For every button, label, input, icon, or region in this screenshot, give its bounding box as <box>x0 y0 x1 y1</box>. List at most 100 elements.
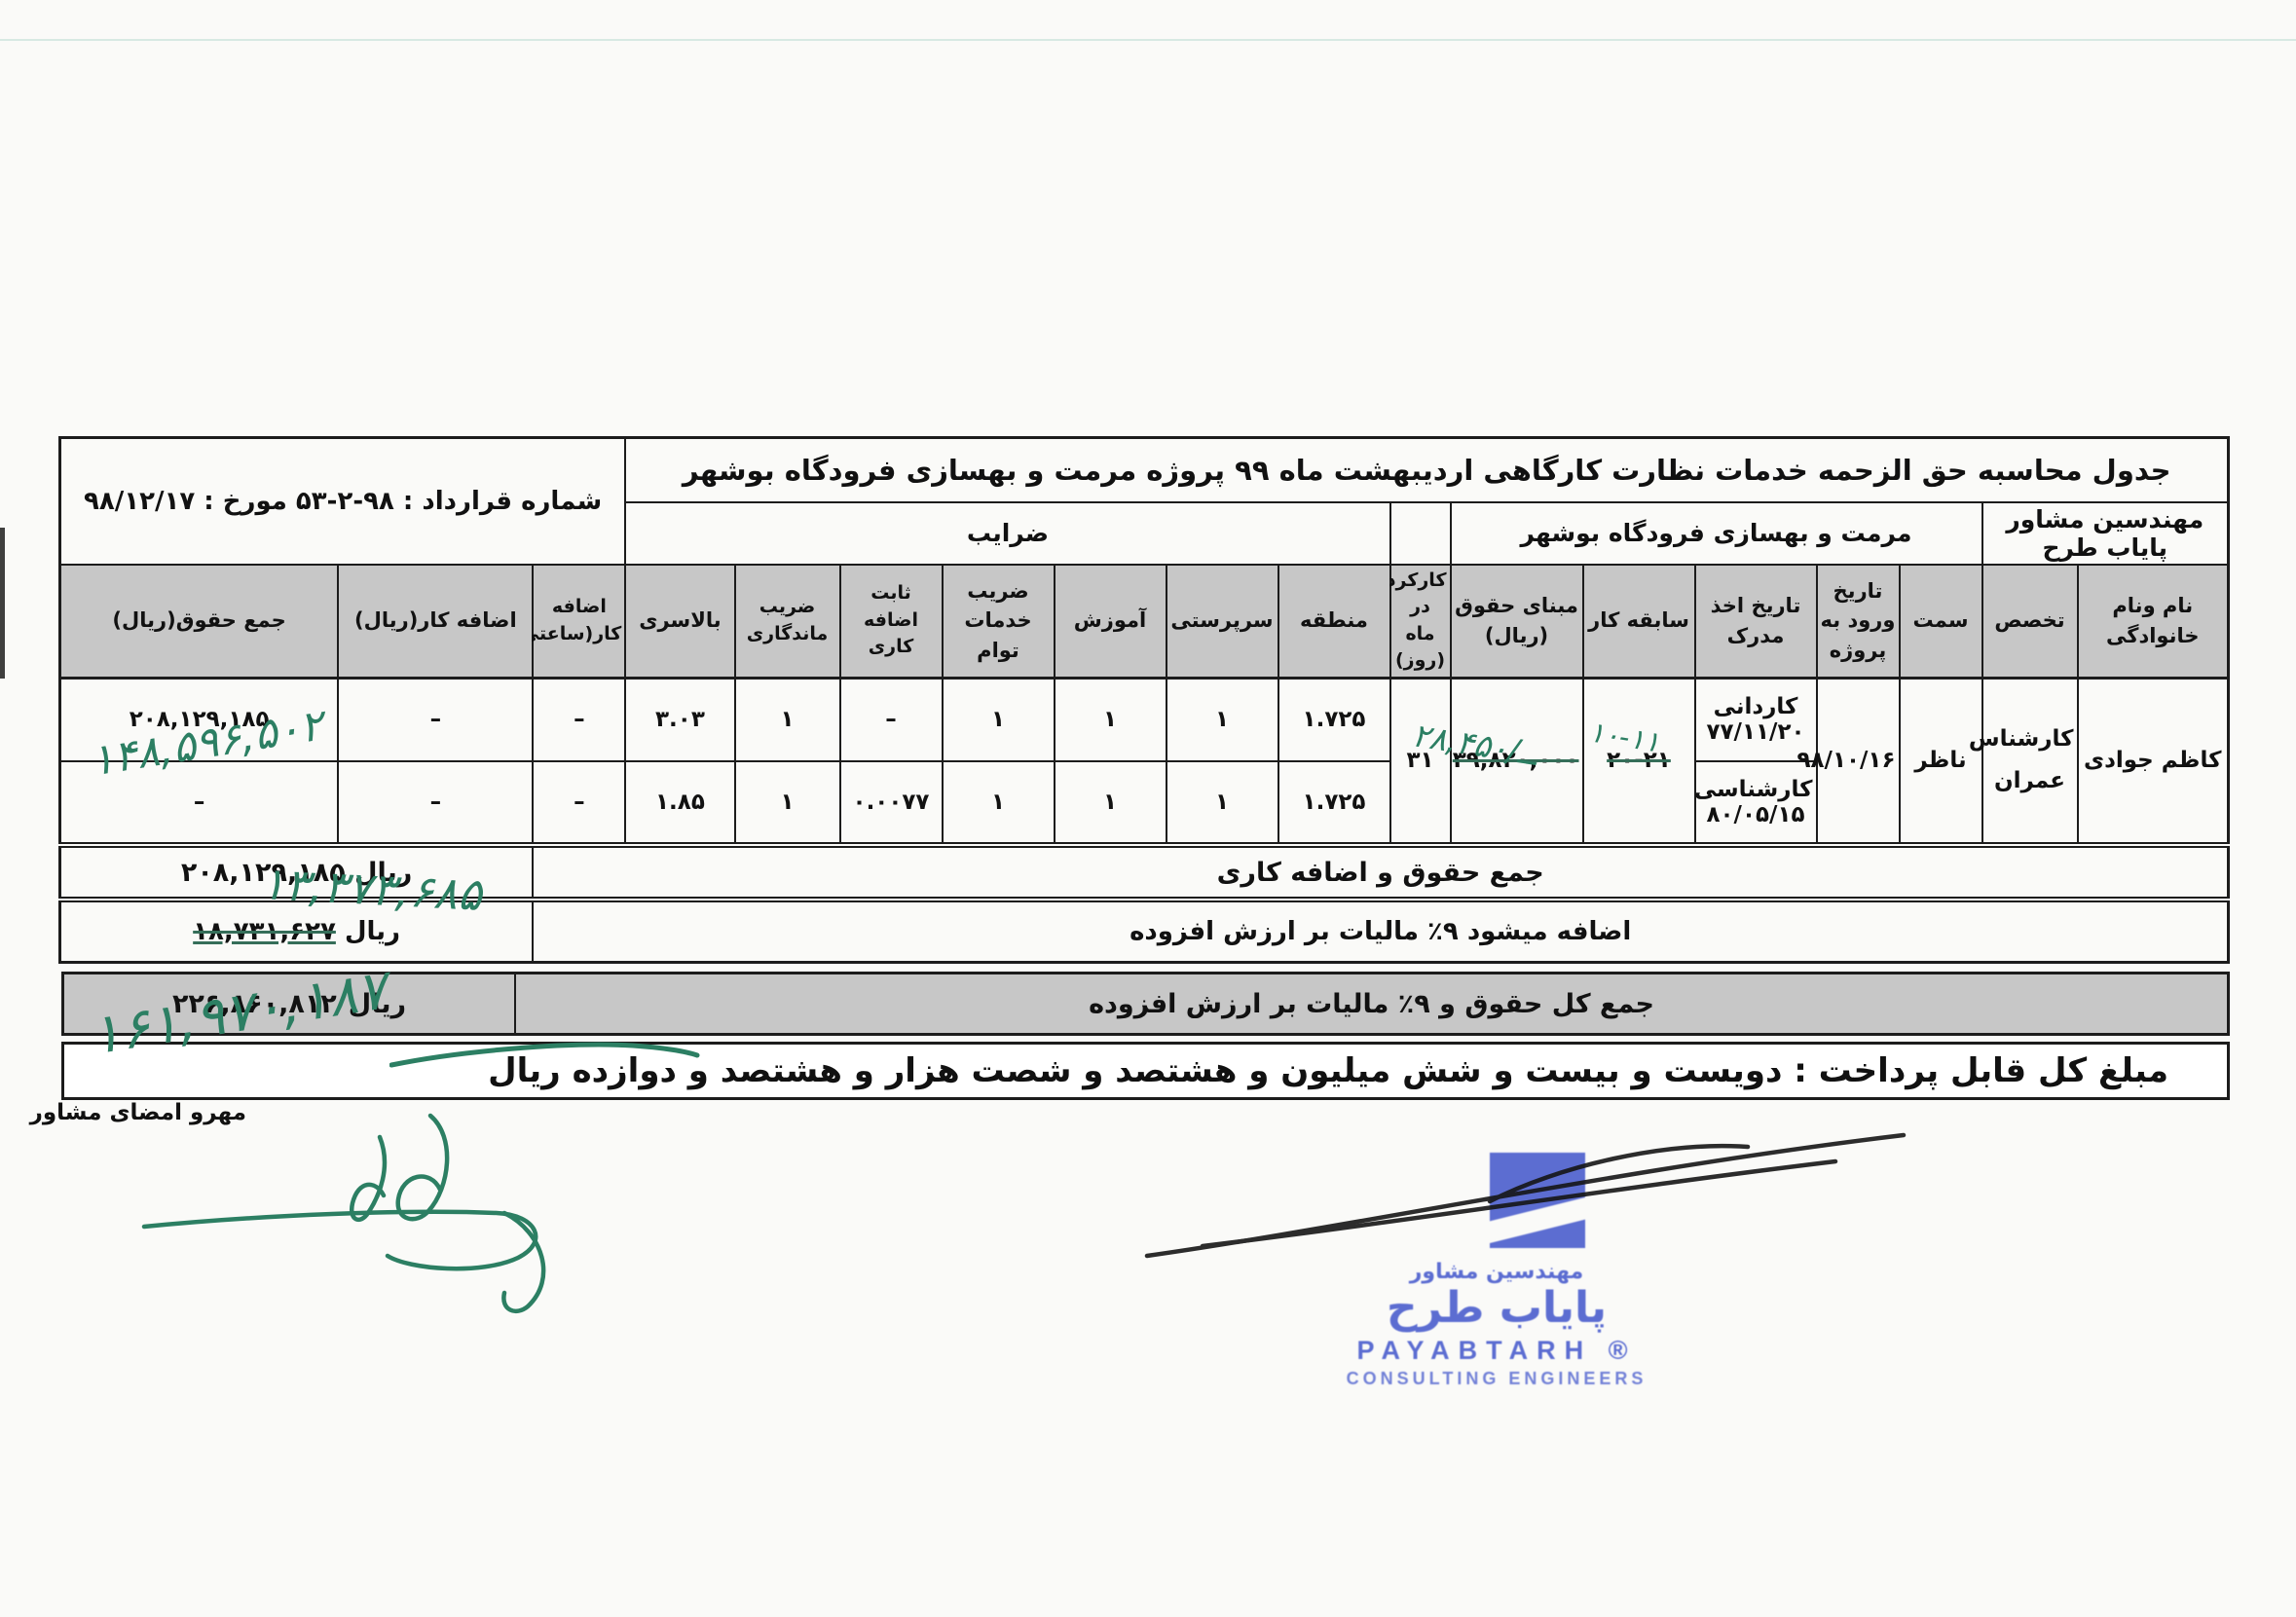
col-header-experience: سابقه کار <box>1581 563 1696 680</box>
coefficients-band: ضرایب <box>624 500 1391 566</box>
row1-rial-value: – <box>429 707 442 733</box>
col-header-position: سمت <box>1898 563 1983 680</box>
row1-retention-value: ۱ <box>780 707 795 733</box>
project-band: مرمت و بهسازی فرودگاه بوشهر <box>1449 500 1983 566</box>
row2-total-value: – <box>193 790 205 816</box>
stamp-line-consultant: مهندسین مشاور <box>1409 1260 1584 1284</box>
work-days-cell: ۳۱ <box>1389 676 1452 847</box>
row2-region: ۱.۷۲۵ <box>1277 760 1391 847</box>
degree2-title: کارشناسی <box>1693 777 1813 803</box>
company-stamp: مهندسین مشاور پایاب طرح PAYABTARH ® CONS… <box>1336 1129 1657 1402</box>
row1-retention: ۱ <box>733 676 841 763</box>
sum-salary-value: ۲۰۸,۱۲۹,۱۸۵ <box>180 857 346 888</box>
vat-printed-value: ۱۸,۷۳۱,۶۲۷ <box>193 916 336 946</box>
contract-number: شماره قرارداد : ۹۸-۲-۵۳ مورخ : ۹۸/۱۲/۱۷ <box>58 436 627 566</box>
col-header-region: منطقه <box>1277 563 1391 680</box>
col-header-retention: ضریب ماندگاری <box>733 563 841 680</box>
vat-label: اضافه میشود ۹٪ مالیات بر ارزش افزوده <box>532 897 2230 964</box>
sum-salary-label: جمع حقوق و اضافه کاری <box>532 842 2230 901</box>
row1-region-value: ۱.۷۲۵ <box>1302 707 1366 733</box>
col-header-base-salary: مبنای حقوق (ریال) <box>1449 563 1584 680</box>
row2-hourly-value: – <box>574 790 585 816</box>
col-header-fixed-overtime: ثابت اضافه کاری <box>838 563 944 680</box>
stamp-logo-icon <box>1490 1153 1585 1248</box>
currency-label: ریال <box>348 988 407 1019</box>
employee-specialty: کارشناس عمران <box>1969 676 2079 847</box>
row1-combined-services: ۱ <box>941 676 1055 763</box>
consultant-seal-label: مهرو امضای مشاور <box>29 1100 246 1125</box>
row2-supervision: ۱ <box>1165 760 1279 847</box>
base-salary-printed-value: ۳۹,۸۲۰,۰۰۰ <box>1452 748 1579 774</box>
payable-text: مبلغ کل قابل پرداخت : دویست و بیست و شش … <box>488 1051 2168 1090</box>
grand-total-strip: جمع کل حقوق و ۹٪ مالیات بر ارزش افزوده ر… <box>61 972 2230 1036</box>
stamp-line-company-en: PAYABTARH ® <box>1356 1336 1637 1365</box>
base-salary-cell: ۳۹,۸۲۰,۰۰۰ <box>1449 676 1584 847</box>
vat-value-cell: ریال ۱۸,۷۳۱,۶۲۷ <box>58 897 535 964</box>
sum-salary-value-cell: ریال ۲۰۸,۱۲۹,۱۸۵ <box>58 842 535 901</box>
row2-overtime-rial: – <box>337 760 535 847</box>
row2-total-salary: – <box>58 760 340 847</box>
col-header-specialty: تخصص <box>1981 563 2079 680</box>
col-header-training: آموزش <box>1053 563 1167 680</box>
row2-rial-value: – <box>429 790 442 816</box>
col-header-degree-date: تاریخ اخذ مدرک <box>1693 563 1818 680</box>
employee-name: کاظم جوادی <box>2076 676 2230 847</box>
currency-label: ریال <box>354 857 413 888</box>
employee-entry-date: ۹۸/۱۰/۱۶ <box>1796 676 1901 847</box>
row1-supervision-value: ۱ <box>1214 707 1230 733</box>
row1-overhead: ۳.۰۳ <box>624 676 736 763</box>
row2-overhead-value: ۱.۸۵ <box>655 790 705 816</box>
degree2-cell: کارشناسی ۸۰/۰۵/۱۵ <box>1693 760 1818 847</box>
row2-overtime-hourly: – <box>532 760 627 847</box>
row2-overhead: ۱.۸۵ <box>624 760 736 847</box>
degree1-title: کاردانی <box>1713 694 1798 720</box>
col-header-overtime-rial: اضافه کار(ریال) <box>337 563 535 680</box>
consultant-signature <box>141 1113 546 1313</box>
experience-printed-value: ۲۰-۲۱ <box>1607 748 1671 774</box>
row2-retention: ۱ <box>733 760 841 847</box>
fee-calculation-table: جدول محاسبه حق الزحمه خدمات نظارت کارگاه… <box>57 436 2230 964</box>
row2-training-value: ۱ <box>1102 790 1118 816</box>
row1-total-value: ۲۰۸,۱۲۹,۱۸۵ <box>129 707 270 733</box>
col-header-combined-services: ضریب خدمات توام <box>941 563 1055 680</box>
col-header-entry-date: تاریخ ورود به پروژه <box>1815 563 1901 680</box>
work-days-value: ۳۱ <box>1406 748 1434 774</box>
stamp-line-company-fa: پایاب طرح <box>1386 1283 1608 1333</box>
degree2-date: ۸۰/۰۵/۱۵ <box>1706 802 1805 828</box>
empty-band-cell <box>1389 500 1452 566</box>
row1-combined-value: ۱ <box>990 707 1006 733</box>
payable-amount-strip: مبلغ کل قابل پرداخت : دویست و بیست و شش … <box>61 1042 2230 1100</box>
row1-overtime-hourly: – <box>532 676 627 763</box>
row1-fixed-overtime: – <box>838 676 944 763</box>
row2-retention-value: ۱ <box>780 790 795 816</box>
row1-fixed-value: – <box>885 707 897 733</box>
grand-total-value: ۲۲۶,۸۶۰,۸۱۲ <box>171 988 337 1019</box>
consultant-band: مهندسین مشاور پایاب طرح <box>1981 500 2230 566</box>
row1-hourly-value: – <box>574 707 585 733</box>
degree1-date: ۷۷/۱۱/۲۰ <box>1706 719 1805 746</box>
currency-label: ریال <box>344 916 401 946</box>
row1-total-salary: ۲۰۸,۱۲۹,۱۸۵ <box>58 676 340 763</box>
row2-supervision-value: ۱ <box>1214 790 1230 816</box>
row2-region-value: ۱.۷۲۵ <box>1302 790 1366 816</box>
stamp-line-company-sub: CONSULTING ENGINEERS <box>1346 1369 1648 1388</box>
col-header-total-salary: جمع حقوق(ریال) <box>58 563 340 680</box>
col-header-overhead: بالاسری <box>624 563 736 680</box>
grand-total-label: جمع کل حقوق و ۹٪ مالیات بر ارزش افزوده <box>514 974 2227 1033</box>
grand-total-value-cell: ریال ۲۲۶,۸۶۰,۸۱۲ <box>64 974 514 1033</box>
row1-training-value: ۱ <box>1102 707 1118 733</box>
row2-fixed-value: ۰.۰۰۷۷ <box>852 790 930 816</box>
stamp-logo-slash <box>1490 1194 1585 1246</box>
col-header-work-days: کارکرد در ماه (روز) <box>1387 563 1452 680</box>
scan-edge-artifact <box>0 528 5 679</box>
degree1-cell: کاردانی ۷۷/۱۱/۲۰ <box>1693 676 1818 763</box>
employee-position: ناظر <box>1898 676 1983 847</box>
col-header-supervision: سرپرستی <box>1165 563 1279 680</box>
col-header-name: نام ونام خانوادگی <box>2076 563 2230 680</box>
row1-region: ۱.۷۲۵ <box>1277 676 1391 763</box>
row1-training: ۱ <box>1053 676 1167 763</box>
row1-supervision: ۱ <box>1165 676 1279 763</box>
row2-combined-services: ۱ <box>941 760 1055 847</box>
col-header-overtime-hourly: اضافه کار(ساعتی) <box>512 563 627 680</box>
